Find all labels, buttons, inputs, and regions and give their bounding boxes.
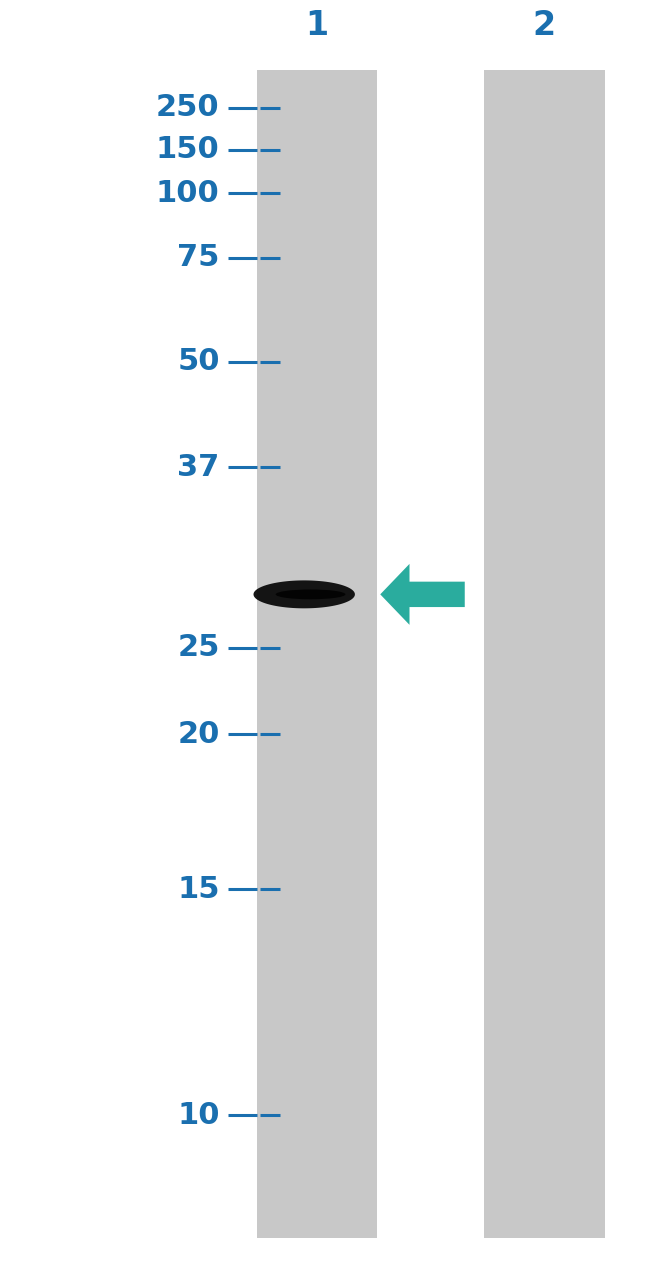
Text: 20: 20: [177, 720, 220, 748]
Text: 25: 25: [177, 634, 220, 662]
Text: 37: 37: [177, 453, 220, 481]
Text: 75: 75: [177, 244, 220, 272]
Text: 250: 250: [156, 94, 220, 122]
Text: 50: 50: [177, 348, 220, 376]
Text: 2: 2: [533, 9, 556, 42]
Bar: [484, 70, 604, 1238]
Text: 150: 150: [156, 136, 220, 164]
Ellipse shape: [276, 589, 345, 599]
FancyArrow shape: [380, 564, 465, 625]
Text: 15: 15: [177, 875, 220, 903]
Polygon shape: [254, 580, 355, 608]
Bar: [257, 70, 377, 1238]
Text: 10: 10: [177, 1101, 220, 1129]
Text: 100: 100: [156, 179, 220, 207]
Text: 1: 1: [306, 9, 328, 42]
